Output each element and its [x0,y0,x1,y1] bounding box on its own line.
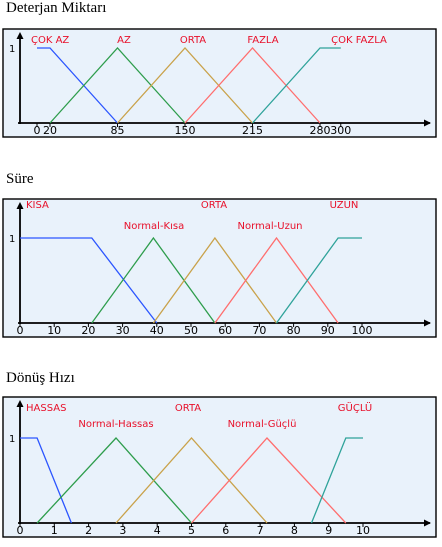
series-line [252,47,341,124]
series-line [115,437,268,524]
x-tick-label: 90 [321,324,335,337]
y-tick-label: 1 [9,434,15,445]
series-label: AZ [117,35,131,46]
series-label: HASSAS [26,403,66,414]
x-tick-label: 10 [356,524,370,537]
series-label: UZUN [330,200,359,211]
x-tick-label: 30 [116,324,130,337]
y-axis-arrowhead [16,202,24,209]
series-line [191,437,347,524]
series-label: FAZLA [247,35,278,46]
plot-background [2,28,437,138]
series-label: ORTA [180,35,206,46]
x-tick-label: 70 [252,324,266,337]
series-label: ÇOK AZ [31,35,69,46]
series-label: ORTA [201,200,227,211]
chart-title-deterjan: Deterjan Miktarı [6,0,107,16]
series-label: Normal-Kısa [124,221,184,232]
x-tick-label: 6 [222,524,229,537]
x-tick-label: 215 [242,124,263,137]
x-axis-arrowhead [424,519,431,527]
series-line [275,237,362,324]
series-line [20,437,73,524]
plot-background [2,396,437,538]
x-axis-arrowhead [424,119,431,127]
x-tick-label: 60 [218,324,232,337]
y-axis-arrowhead [16,32,24,39]
series-label: ÇOK FAZLA [331,35,387,46]
x-tick-label: 2 [85,524,92,537]
x-tick-label: 100 [352,324,373,337]
x-tick-label: 20 [81,324,95,337]
series-label: Normal-Hassas [78,419,153,430]
series-line [36,437,192,524]
y-tick-label: 1 [9,44,15,55]
y-axis-arrowhead [16,400,24,407]
x-tick-label: 1 [51,524,58,537]
x-tick-label: 0 [17,524,24,537]
series-line [117,47,253,124]
chart-title-donus-hizi: Dönüş Hızı [6,370,75,386]
series-line [152,236,278,324]
x-tick-label: 9 [325,524,332,537]
x-tick-label: 3 [119,524,126,537]
x-tick-label: 7 [257,524,264,537]
series-line [37,47,118,124]
series-label: GÜÇLÜ [338,401,372,414]
x-tick-label: 50 [184,324,198,337]
x-tick-label: 40 [150,324,164,337]
x-tick-label: 300 [330,124,351,137]
x-tick-label: 80 [287,324,301,337]
x-tick-label: 0 [17,324,24,337]
series-line [214,236,339,324]
x-tick-label: 20 [43,124,57,137]
chart-title-sure: Süre [6,171,34,187]
x-axis-arrowhead [424,319,431,327]
x-tick-label: 150 [175,124,196,137]
chart-donus-hizi: 10 1 2 3 4 5 6 7 8 9 10HASSASNormal-HassasORTANorm… [2,396,437,538]
x-tick-label: 4 [154,524,161,537]
x-tick-label: 8 [291,524,298,537]
series-line [20,237,158,324]
plot-background [2,198,437,338]
x-tick-label: 280 [310,124,331,137]
chart-sure: 10 10 20 30 40 50 60 70 80 90 100KISANormal-KısaOR… [2,198,437,338]
x-tick-label: 5 [188,524,195,537]
series-label: Normal-Uzun [237,221,302,232]
chart-deterjan: 1 0 20 85 150 215 280 300 ÇOK AZ AZ ORTA FAZLA ÇOK F… [2,28,437,138]
y-tick-label: 1 [9,234,15,245]
series-line [49,47,186,124]
series-line [310,437,363,524]
series-label: ORTA [175,403,201,414]
series-line [91,236,216,324]
series-line [184,47,321,124]
x-tick-label: 0 [34,124,41,137]
x-tick-label: 10 [47,324,61,337]
x-tick-label: 85 [111,124,125,137]
series-label: KISA [26,200,49,211]
series-label: Normal-Güçlü [228,419,297,430]
